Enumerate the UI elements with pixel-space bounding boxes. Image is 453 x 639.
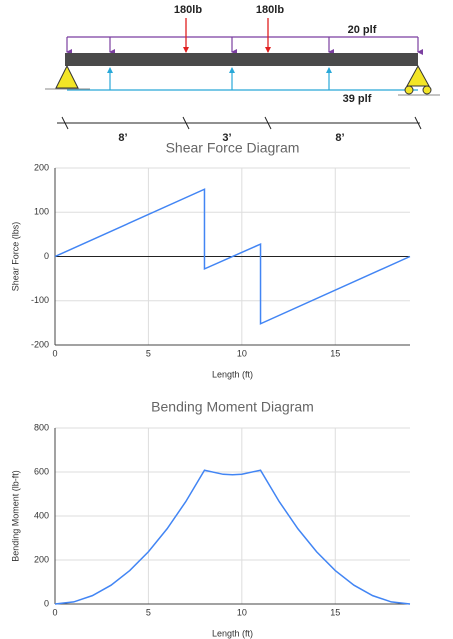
x-tick-label: 10 [237, 607, 247, 617]
chart-title: Shear Force Diagram [166, 140, 300, 156]
y-tick-label: 0 [44, 598, 49, 608]
y-tick-label: 200 [34, 162, 49, 172]
y-tick-label: 100 [34, 207, 49, 217]
y-tick-label: 600 [34, 466, 49, 476]
span-label: 3’ [222, 132, 231, 144]
y-tick-label: -200 [31, 339, 49, 349]
chart-title: Bending Moment Diagram [151, 399, 314, 415]
pin-support [55, 64, 79, 89]
load-label: 180lb [174, 4, 202, 16]
beam [65, 53, 418, 66]
beam-diagram: 180lb 180lb 20 plf 39 plf 8’ 3’ 8’ [45, 4, 440, 144]
roller [422, 85, 432, 95]
load-label: 39 plf [343, 93, 372, 105]
y-tick-label: 400 [34, 510, 49, 520]
y-axis-label: Bending Moment (lb-ft) [10, 470, 20, 562]
span-label: 8’ [118, 132, 127, 144]
roller-support [406, 64, 430, 87]
x-axis-label: Length (ft) [212, 628, 253, 638]
y-axis-label: Shear Force (lbs) [10, 222, 20, 292]
point-load-arrows [183, 18, 271, 53]
x-tick-label: 15 [330, 607, 340, 617]
x-tick-label: 5 [146, 348, 151, 358]
y-tick-label: 0 [44, 251, 49, 261]
dimension-ticks [61, 116, 422, 130]
data-line [54, 469, 411, 605]
x-axis-label: Length (ft) [212, 369, 253, 379]
data-line [54, 188, 411, 325]
x-tick-label: 5 [146, 607, 151, 617]
load-label: 180lb [256, 4, 284, 16]
y-tick-label: 800 [34, 422, 49, 432]
x-tick-label: 10 [237, 348, 247, 358]
load-label: 20 plf [348, 24, 377, 36]
roller [404, 85, 414, 95]
x-tick-label: 0 [52, 607, 57, 617]
span-label: 8’ [335, 132, 344, 144]
x-tick-label: 15 [330, 348, 340, 358]
x-tick-label: 0 [52, 348, 57, 358]
y-tick-label: -100 [31, 295, 49, 305]
udl-up-arrows [107, 67, 332, 90]
y-tick-label: 200 [34, 554, 49, 564]
udl-arrows [66, 37, 423, 55]
